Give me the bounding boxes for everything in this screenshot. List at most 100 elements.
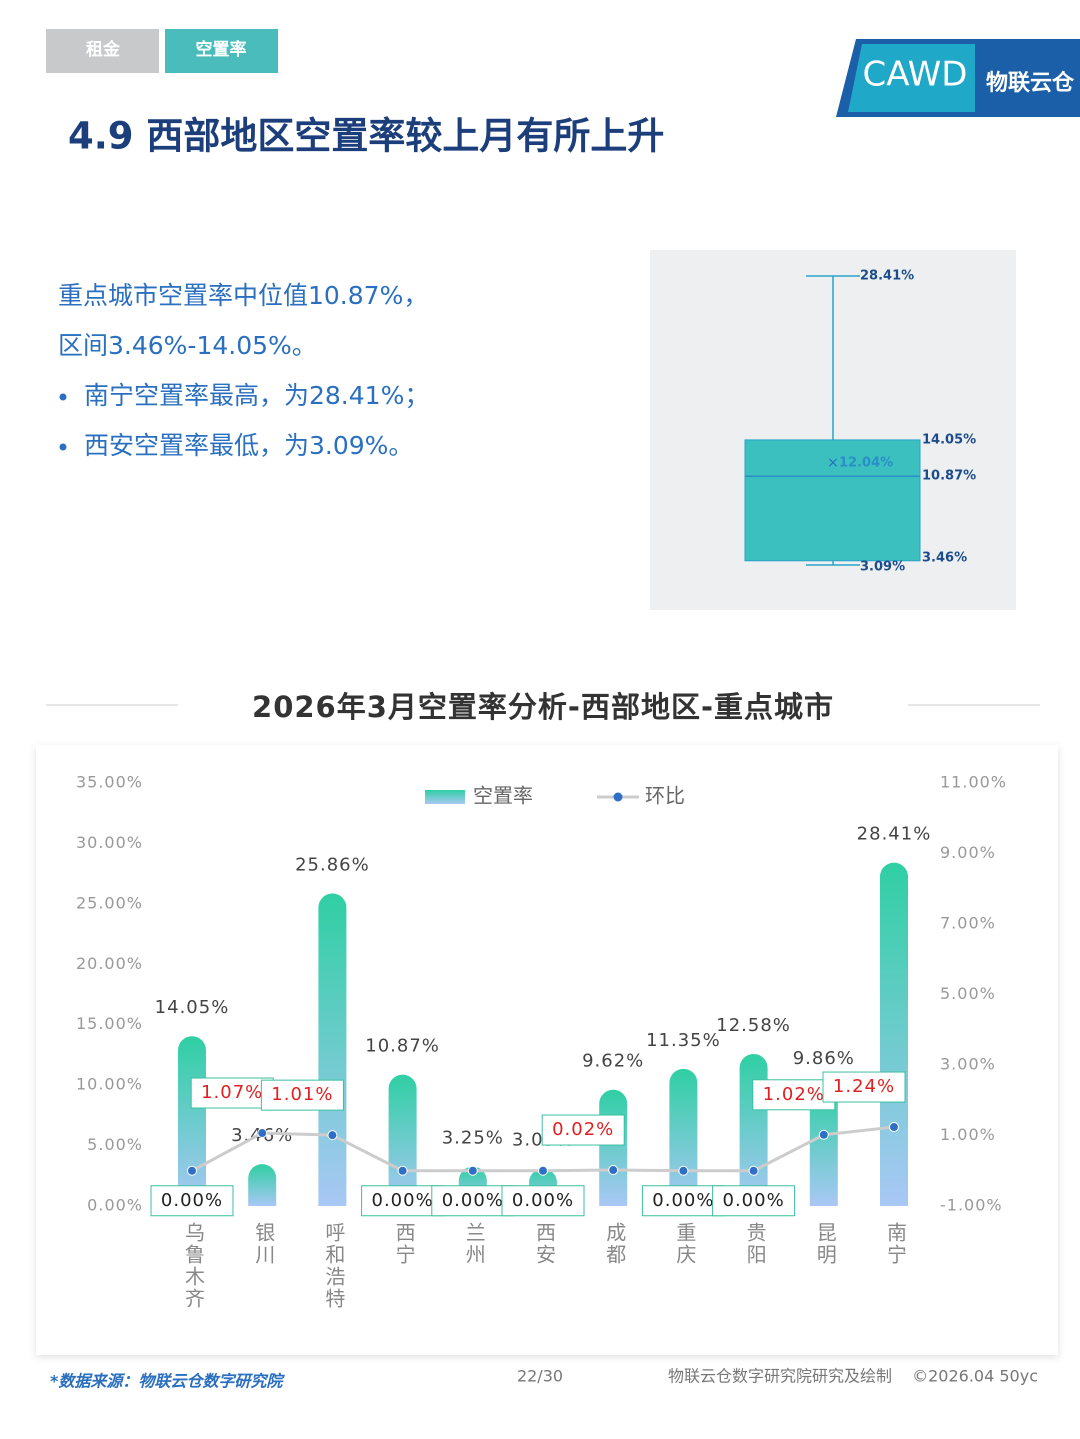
- line-label-box: [361, 1185, 445, 1217]
- line-label: 0.00%: [723, 1190, 785, 1211]
- x-tick-label: 银川: [252, 1222, 276, 1266]
- x-tick-label: 重庆: [673, 1222, 697, 1266]
- logo-mark: CAWD: [863, 55, 968, 95]
- bar-label: 9.62%: [582, 1051, 644, 1072]
- line-label: 0.00%: [442, 1190, 504, 1211]
- x-tick-label: 呼和浩特: [322, 1222, 346, 1310]
- line-label: 0.00%: [161, 1190, 223, 1211]
- line-label: 0.00%: [512, 1190, 574, 1211]
- bar-label: 25.86%: [295, 854, 370, 875]
- box-label: 3.09%: [860, 560, 905, 575]
- box: [744, 439, 921, 562]
- chart-title: 2026年3月空置率分析-西部地区-重点城市: [252, 690, 834, 724]
- footer-page: 22/30: [517, 1367, 563, 1386]
- x-tick-label: 兰州: [462, 1222, 486, 1266]
- line-marker: [467, 1165, 478, 1176]
- bar-label: 28.41%: [857, 824, 932, 845]
- bullet-dot: [59, 393, 67, 401]
- bullet: 南宁空置率最高，为28.41%；: [84, 381, 429, 410]
- footer-copyright: ©2026.04 50yc: [912, 1367, 1038, 1386]
- line-label-box: [150, 1185, 234, 1217]
- box-label: 14.05%: [922, 432, 976, 447]
- x-tick-label: 贵阳: [743, 1222, 767, 1266]
- bar: [388, 1074, 417, 1206]
- line-marker: [818, 1129, 829, 1140]
- legend-label: 空置率: [473, 784, 533, 808]
- box-label: 3.46%: [922, 550, 967, 565]
- x-tick-label: 南宁: [884, 1222, 908, 1266]
- y-tick-label: 0.00%: [87, 1196, 143, 1215]
- line-label-box: [641, 1185, 725, 1217]
- line-marker: [257, 1128, 268, 1139]
- tab-label[interactable]: 空置率: [196, 39, 247, 60]
- line-label-box: [712, 1185, 796, 1217]
- mean-marker: ×: [827, 455, 839, 471]
- tab[interactable]: [165, 29, 278, 73]
- bar: [178, 1036, 206, 1206]
- line-label: 1.24%: [833, 1076, 895, 1097]
- line-marker: [397, 1165, 408, 1176]
- line-label-box: [752, 1079, 836, 1111]
- tab[interactable]: [46, 29, 159, 73]
- line-marker: [327, 1130, 338, 1141]
- line-label-box: [260, 1079, 344, 1111]
- line-marker: [608, 1165, 619, 1176]
- legend-swatch: [425, 790, 465, 804]
- bar: [599, 1089, 628, 1206]
- y-tick-label: 20.00%: [76, 954, 143, 973]
- line-label-box: [190, 1077, 274, 1109]
- bar: [880, 862, 908, 1206]
- y-tick-label: 15.00%: [76, 1014, 143, 1033]
- line-label-box: [541, 1114, 625, 1146]
- x-tick-label: 成都: [603, 1222, 627, 1266]
- bar-label: 12.58%: [716, 1015, 791, 1036]
- x-tick-label: 昆明: [813, 1222, 837, 1266]
- line-label-box: [431, 1185, 515, 1217]
- line-label: 0.02%: [552, 1119, 614, 1140]
- bar: [318, 893, 347, 1206]
- line-label: 0.00%: [372, 1190, 434, 1211]
- y2-tick-label: -1.00%: [940, 1196, 1003, 1215]
- x-tick-label: 西宁: [392, 1222, 416, 1266]
- box-plot: × 28.41% 14.05% 10.87% 3.46% 3.09% 12.04%: [744, 269, 976, 575]
- summary-line: 区间3.46%-14.05%。: [58, 331, 317, 360]
- y2-tick-label: 1.00%: [940, 1125, 996, 1144]
- bullet-dot: [59, 443, 67, 451]
- heading: 4.9 西部地区空置率较上月有所上升: [68, 115, 664, 158]
- line-label: 1.07%: [201, 1082, 263, 1103]
- bar-label: 9.86%: [793, 1048, 855, 1069]
- y-tick-label: 25.00%: [76, 893, 143, 912]
- y-tick-label: 30.00%: [76, 833, 143, 852]
- line-marker: [538, 1165, 548, 1176]
- box-label: 10.87%: [922, 469, 976, 484]
- box-label: 12.04%: [839, 455, 893, 470]
- legend-label: 环比: [645, 784, 685, 808]
- bar-label: 10.87%: [365, 1036, 440, 1057]
- bar-label: 14.05%: [155, 997, 230, 1018]
- line-label: 1.02%: [763, 1084, 825, 1105]
- bar-label: 3.25%: [442, 1128, 504, 1149]
- x-tick-label: 乌鲁木齐: [182, 1222, 206, 1310]
- combo-chart: 0.00% 5.00% 10.00% 15.00% 20.00% 25.00% 30.00%…: [76, 773, 1007, 1311]
- y2-tick-label: 3.00%: [940, 1055, 996, 1074]
- y2-tick-label: 11.00%: [940, 773, 1007, 792]
- summary-line: 重点城市空置率中位值10.87%，: [58, 281, 428, 310]
- y2-tick-label: 9.00%: [940, 843, 996, 862]
- line-marker: [678, 1165, 689, 1176]
- bar: [809, 1086, 838, 1206]
- y2-tick-label: 7.00%: [940, 914, 996, 933]
- footer-credit: 物联云仓数字研究院研究及绘制: [668, 1367, 892, 1386]
- logo-panel: [848, 44, 975, 112]
- line-marker: [889, 1122, 899, 1133]
- y-tick-label: 5.00%: [87, 1135, 143, 1154]
- y-tick-label: 35.00%: [76, 773, 143, 792]
- line-marker: [748, 1165, 759, 1176]
- tab-label[interactable]: 租金: [86, 39, 121, 60]
- bar: [248, 1164, 277, 1206]
- line-marker: [187, 1165, 197, 1176]
- y-tick-label: 10.00%: [76, 1075, 143, 1094]
- footer-source: *数据来源：物联云仓数字研究院: [50, 1372, 285, 1391]
- y2-tick-label: 5.00%: [940, 984, 996, 1003]
- line-label: 1.01%: [271, 1084, 333, 1105]
